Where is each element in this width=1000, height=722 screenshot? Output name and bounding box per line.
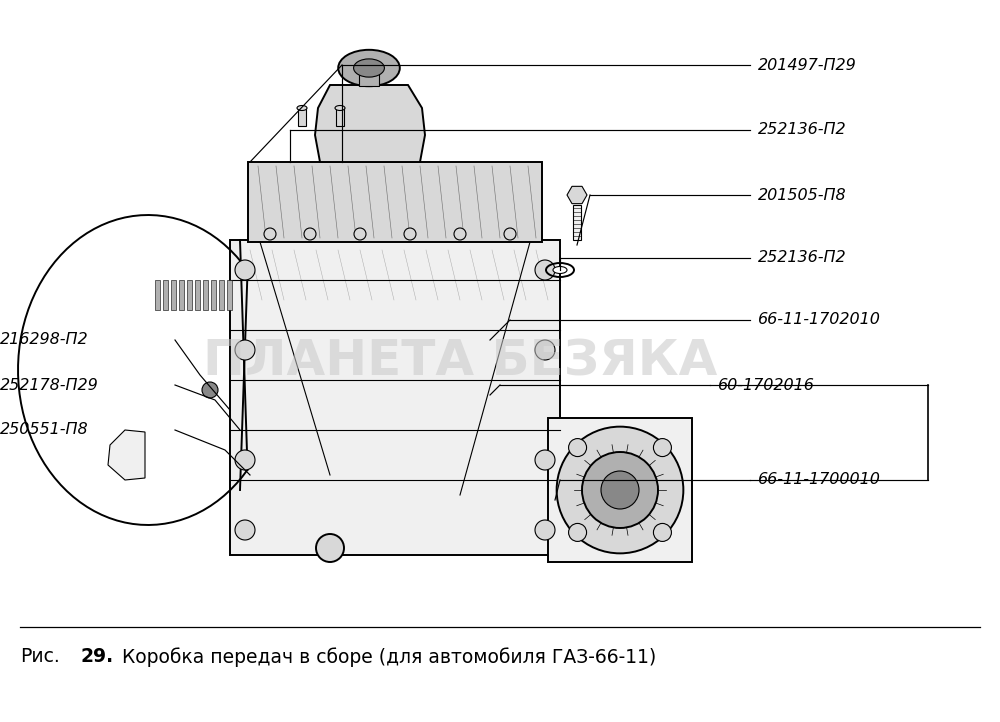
Bar [155,280,160,310]
Text: 252136-П2: 252136-П2 [758,251,847,266]
Bar [548,418,692,562]
Text: 201505-П8: 201505-П8 [758,188,847,202]
Text: 66-11-1700010: 66-11-1700010 [758,472,881,487]
Circle shape [535,340,555,360]
Bar [248,162,542,242]
Ellipse shape [297,105,307,110]
Circle shape [235,340,255,360]
Bar [187,280,192,310]
Bar [163,280,168,310]
Circle shape [235,450,255,470]
Circle shape [653,523,671,542]
Bar [171,280,176,310]
Bar [359,68,379,86]
Bar [219,280,224,310]
Circle shape [535,450,555,470]
Ellipse shape [553,266,567,274]
Ellipse shape [338,50,400,86]
Circle shape [535,520,555,540]
Text: 252178-П29: 252178-П29 [0,378,99,393]
Circle shape [316,534,344,562]
Circle shape [202,382,218,398]
Text: 252136-П2: 252136-П2 [758,123,847,137]
Circle shape [535,260,555,280]
Polygon shape [567,186,587,204]
Text: Коробка передач в сборе (для автомобиля ГАЗ-66-11): Коробка передач в сборе (для автомобиля … [110,647,656,667]
Text: 250551-П8: 250551-П8 [0,422,89,438]
Circle shape [454,228,466,240]
Bar [203,280,208,310]
Text: 60-1702016: 60-1702016 [718,378,815,393]
Circle shape [304,228,316,240]
Bar [298,108,306,126]
Circle shape [569,523,587,542]
Circle shape [404,228,416,240]
Circle shape [569,438,587,456]
Text: 29.: 29. [80,648,113,666]
Text: 201497-П29: 201497-П29 [758,58,857,72]
Circle shape [653,438,671,456]
Bar [195,280,200,310]
Circle shape [582,452,658,528]
Polygon shape [315,85,425,162]
Polygon shape [108,430,145,480]
Text: ПЛАНЕТА БЕЗЯКА: ПЛАНЕТА БЕЗЯКА [203,337,717,385]
Text: Рис.: Рис. [20,648,60,666]
Circle shape [235,520,255,540]
Text: 66-11-1702010: 66-11-1702010 [758,313,881,328]
Circle shape [264,228,276,240]
Bar [573,205,581,240]
Bar [336,108,344,126]
Circle shape [354,228,366,240]
Bar [227,280,232,310]
Circle shape [504,228,516,240]
Circle shape [601,471,639,509]
Text: 216298-П2: 216298-П2 [0,333,89,347]
Bar [211,280,216,310]
Ellipse shape [335,105,345,110]
Bar [558,460,560,520]
Bar [179,280,184,310]
Circle shape [235,260,255,280]
Circle shape [557,427,683,553]
Bar [230,240,560,555]
Ellipse shape [354,59,384,77]
